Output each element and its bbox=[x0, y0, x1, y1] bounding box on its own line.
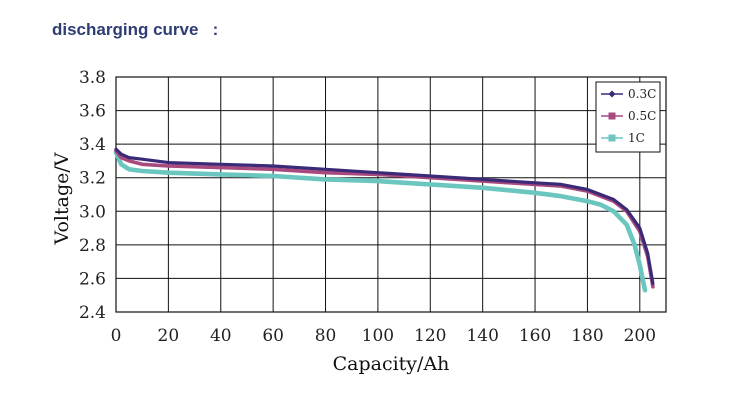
y-tick-label: 2.4 bbox=[79, 303, 106, 323]
y-tick-label: 3.6 bbox=[79, 102, 106, 122]
y-axis-title: Voltage/V bbox=[51, 152, 73, 245]
page-heading: discharging curve : bbox=[52, 20, 219, 39]
x-tick-label: 200 bbox=[624, 326, 656, 346]
series-line-0-5c bbox=[114, 149, 655, 289]
grid-layer bbox=[115, 76, 666, 313]
legend-marker bbox=[608, 112, 616, 120]
tick-layer: 0 20 40 60 80 100 120 140 160 180 200 2.4 2.6 2.8 3.0 3… bbox=[79, 68, 656, 346]
x-tick-label: 120 bbox=[414, 326, 446, 346]
x-tick-label: 20 bbox=[158, 326, 180, 346]
y-tick-label: 3.2 bbox=[79, 169, 106, 189]
y-tick-label: 2.6 bbox=[79, 269, 106, 289]
x-tick-label: 180 bbox=[571, 326, 603, 346]
series-line-0-3c bbox=[114, 147, 655, 286]
legend-label: 0.5C bbox=[628, 109, 656, 123]
x-tick-label: 100 bbox=[362, 326, 394, 346]
y-tick-label: 2.8 bbox=[79, 236, 106, 256]
plot-frame bbox=[115, 76, 667, 313]
legend-marker bbox=[608, 134, 616, 142]
x-tick-label: 0 bbox=[111, 326, 122, 346]
legend-label: 0.3C bbox=[628, 87, 656, 101]
x-tick-label: 160 bbox=[519, 326, 551, 346]
x-tick-label: 80 bbox=[315, 326, 337, 346]
x-axis-title: Capacity/Ah bbox=[333, 353, 450, 375]
series-layer bbox=[113, 147, 655, 293]
x-tick-label: 40 bbox=[210, 326, 232, 346]
legend-label: 1C bbox=[628, 131, 645, 145]
legend-marker bbox=[608, 90, 616, 98]
y-tick-label: 3.4 bbox=[79, 135, 106, 155]
y-tick-label: 3.8 bbox=[79, 68, 106, 88]
x-tick-label: 60 bbox=[262, 326, 284, 346]
series-line-1c bbox=[113, 150, 648, 293]
y-tick-label: 3.0 bbox=[79, 202, 106, 222]
x-tick-label: 140 bbox=[466, 326, 498, 346]
legend: 0.3C 0.5C 1C bbox=[595, 81, 661, 153]
